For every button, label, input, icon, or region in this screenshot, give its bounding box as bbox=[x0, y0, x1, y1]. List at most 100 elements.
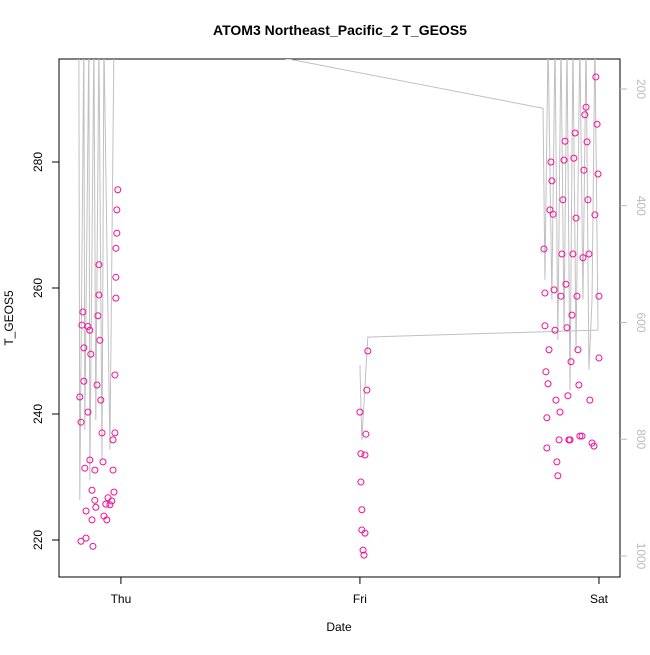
data-point bbox=[542, 368, 550, 376]
data-point bbox=[560, 156, 568, 164]
data-point bbox=[545, 346, 553, 354]
data-point bbox=[102, 500, 110, 508]
data-point bbox=[84, 322, 92, 330]
data-point bbox=[95, 291, 103, 299]
data-point bbox=[113, 206, 121, 214]
data-point bbox=[97, 396, 105, 404]
data-point bbox=[595, 292, 603, 300]
data-point bbox=[559, 196, 567, 204]
data-point bbox=[563, 324, 571, 332]
data-point bbox=[87, 350, 95, 358]
data-point bbox=[361, 529, 369, 537]
data-point bbox=[555, 436, 563, 444]
y2-tick-label: 800 bbox=[634, 429, 648, 449]
data-point bbox=[547, 158, 555, 166]
data-point bbox=[82, 534, 90, 542]
data-point bbox=[77, 537, 85, 545]
data-point bbox=[541, 322, 549, 330]
data-point bbox=[553, 458, 561, 466]
data-point bbox=[77, 418, 85, 426]
data-point bbox=[88, 486, 96, 494]
plot-area bbox=[76, 59, 603, 559]
data-point bbox=[564, 392, 572, 400]
data-point bbox=[550, 286, 558, 294]
data-point bbox=[583, 138, 591, 146]
data-point bbox=[113, 229, 121, 237]
data-point bbox=[569, 250, 577, 258]
data-point bbox=[111, 429, 119, 437]
data-point bbox=[566, 436, 574, 444]
data-point bbox=[110, 488, 118, 496]
data-point bbox=[95, 261, 103, 269]
data-point bbox=[88, 516, 96, 524]
y2-tick-label: 600 bbox=[634, 312, 648, 332]
data-point bbox=[572, 214, 580, 222]
data-point bbox=[581, 111, 589, 119]
data-point bbox=[584, 196, 592, 204]
data-point bbox=[82, 507, 90, 515]
data-point bbox=[361, 451, 369, 459]
pressure-line bbox=[78, 59, 599, 500]
y-tick-label: 280 bbox=[31, 152, 45, 172]
data-point bbox=[556, 408, 564, 416]
y-tick-label: 260 bbox=[31, 278, 45, 298]
data-point bbox=[89, 542, 97, 550]
data-point bbox=[358, 506, 366, 514]
data-point bbox=[554, 472, 562, 480]
data-point bbox=[594, 170, 602, 178]
data-point bbox=[541, 289, 549, 297]
data-point bbox=[357, 478, 365, 486]
data-point bbox=[108, 497, 116, 505]
data-point bbox=[363, 386, 371, 394]
data-point bbox=[551, 326, 559, 334]
data-point bbox=[544, 380, 552, 388]
data-point bbox=[103, 516, 111, 524]
data-point bbox=[96, 336, 104, 344]
data-point bbox=[76, 393, 84, 401]
y2-tick-label: 200 bbox=[634, 79, 648, 99]
data-point bbox=[568, 311, 576, 319]
data-point bbox=[548, 177, 556, 185]
data-point bbox=[104, 494, 112, 502]
data-point bbox=[84, 408, 92, 416]
data-point bbox=[571, 129, 579, 137]
y2-tick-label: 1000 bbox=[634, 543, 648, 570]
data-point bbox=[595, 354, 603, 362]
data-point bbox=[540, 245, 548, 253]
data-point bbox=[543, 444, 551, 452]
data-point bbox=[81, 464, 89, 472]
data-point bbox=[578, 432, 586, 440]
data-point bbox=[79, 308, 87, 316]
data-point bbox=[557, 292, 565, 300]
data-point bbox=[591, 211, 599, 219]
data-point bbox=[582, 103, 590, 111]
data-point bbox=[114, 186, 122, 194]
data-point bbox=[580, 166, 588, 174]
data-point bbox=[359, 546, 367, 554]
data-point bbox=[549, 210, 557, 218]
data-point bbox=[575, 381, 583, 389]
y-axis-label: T_GEOS5 bbox=[2, 290, 16, 346]
data-point bbox=[543, 414, 551, 422]
x-axis-label: Date bbox=[326, 620, 352, 634]
data-point bbox=[86, 326, 94, 334]
data-point bbox=[592, 73, 600, 81]
data-point bbox=[576, 432, 584, 440]
data-point bbox=[94, 312, 102, 320]
data-point bbox=[573, 292, 581, 300]
data-point bbox=[109, 466, 117, 474]
data-point bbox=[570, 154, 578, 162]
data-point bbox=[593, 120, 601, 128]
data-point bbox=[590, 442, 598, 450]
data-point bbox=[112, 244, 120, 252]
data-point bbox=[112, 273, 120, 281]
data-point bbox=[579, 254, 587, 262]
data-point bbox=[562, 280, 570, 288]
data-point bbox=[552, 396, 560, 404]
data-point bbox=[99, 458, 107, 466]
data-point bbox=[93, 381, 101, 389]
data-point bbox=[357, 450, 365, 458]
data-point bbox=[106, 501, 114, 509]
data-point bbox=[360, 551, 368, 559]
data-point bbox=[80, 344, 88, 352]
